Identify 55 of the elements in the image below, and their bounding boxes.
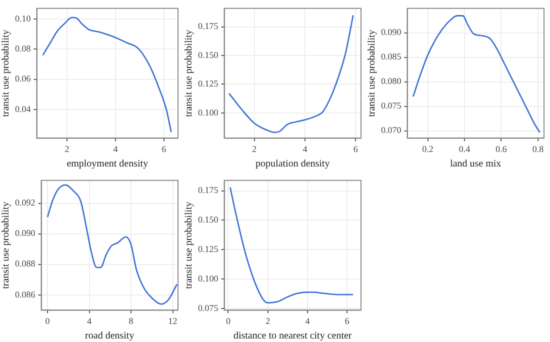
x-tick-label: 6 xyxy=(353,144,358,154)
x-axis-title: distance to nearest city center xyxy=(233,330,352,342)
y-tick-label: 0.150 xyxy=(198,214,219,225)
y-tick-label: 0.080 xyxy=(381,76,402,86)
x-tick-label: 6 xyxy=(162,144,167,154)
x-tick-label: 4 xyxy=(305,316,310,326)
y-tick-label: 0.04 xyxy=(15,104,32,114)
y-tick-label: 0.070 xyxy=(381,125,402,136)
y-tick-label: 0.06 xyxy=(15,74,32,84)
y-tick-label: 0.075 xyxy=(198,303,219,314)
x-tick-label: 4 xyxy=(113,144,118,154)
y-tick-label: 0.088 xyxy=(15,258,36,269)
x-tick-label: 0 xyxy=(45,316,50,326)
y-axis-title: transit use probability xyxy=(0,202,12,289)
line-series xyxy=(46,184,178,305)
x-axis-title: land use mix xyxy=(450,158,502,170)
y-tick-label: 0.090 xyxy=(381,27,402,38)
y-tick-label: 0.090 xyxy=(15,228,36,238)
y-tick-label: 0.100 xyxy=(198,274,219,284)
x-tick-label: 4 xyxy=(87,316,92,326)
y-tick-label: 0.125 xyxy=(198,244,219,254)
y-axis-title: transit use probability xyxy=(366,30,378,117)
x-tick-label: 2 xyxy=(266,316,270,326)
y-tick-label: 0.08 xyxy=(15,44,32,54)
x-tick-label: 12 xyxy=(168,316,178,326)
x-tick-label: 4 xyxy=(302,144,308,154)
line-series xyxy=(229,186,354,304)
line-series xyxy=(42,16,172,133)
y-tick-label: 0.086 xyxy=(15,289,36,300)
y-tick-label: 0.175 xyxy=(198,185,219,196)
y-tick-label: 0.10 xyxy=(15,13,32,24)
y-tick-label: 0.075 xyxy=(381,100,402,111)
x-axis-title: population density xyxy=(256,158,330,170)
line-series xyxy=(228,14,354,134)
y-axis-title: transit use probability xyxy=(0,30,12,117)
y-tick-label: 0.092 xyxy=(15,198,36,208)
y-tick-label: 0.100 xyxy=(198,107,219,118)
x-tick-label: 0.4 xyxy=(458,144,471,154)
x-axis-title: road density xyxy=(85,330,134,342)
y-tick-label: 0.150 xyxy=(198,50,219,60)
x-tick-label: 0.2 xyxy=(422,144,434,154)
x-tick-label: 0 xyxy=(226,316,231,326)
y-axis-title: transit use probability xyxy=(184,30,195,117)
y-tick-label: 0.085 xyxy=(381,52,402,62)
x-tick-label: 6 xyxy=(344,316,350,326)
y-axis-title: transit use probability xyxy=(184,202,195,289)
y-tick-label: 0.175 xyxy=(198,21,219,32)
x-tick-label: 2 xyxy=(64,144,70,154)
x-tick-label: 8 xyxy=(128,316,134,326)
x-tick-label: 0.6 xyxy=(496,144,508,154)
x-tick-label: 0.8 xyxy=(532,144,544,154)
y-tick-label: 0.125 xyxy=(198,78,219,89)
x-axis-title: employment density xyxy=(66,158,148,170)
x-tick-label: 2 xyxy=(252,144,257,154)
line-series xyxy=(412,15,540,134)
